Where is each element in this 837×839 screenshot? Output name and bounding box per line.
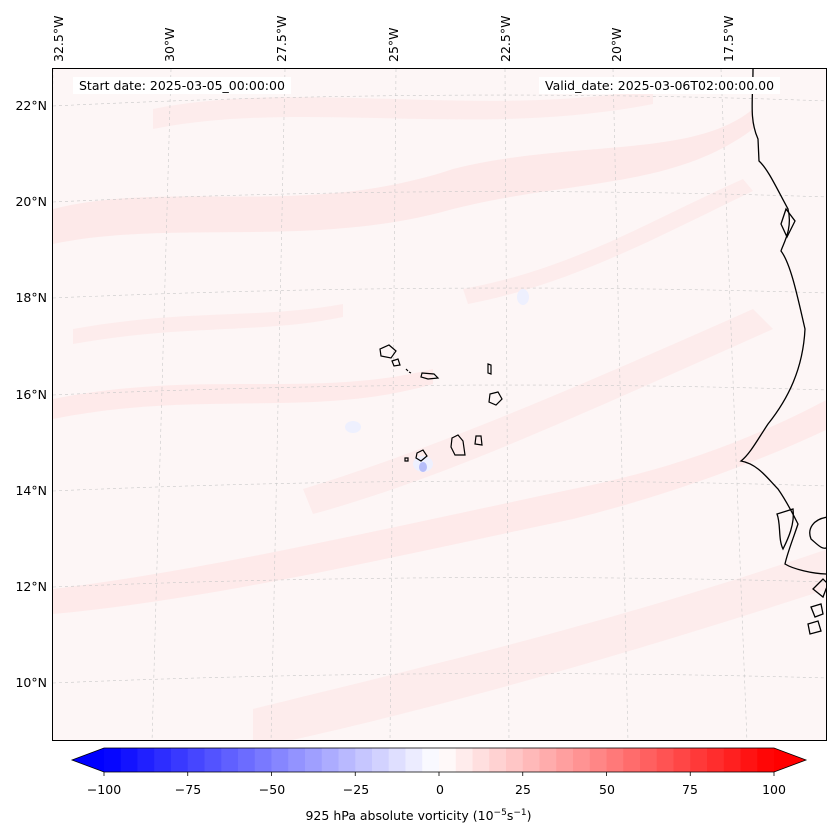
- colorbar-segment: [187, 748, 205, 772]
- colorbar-segment: [254, 748, 272, 772]
- lon-label-25w: 25°W: [386, 27, 401, 62]
- colorbar-segment: [690, 748, 708, 772]
- colorbar-segment: [388, 748, 406, 772]
- vorticity-minimum: [419, 462, 427, 472]
- colorbar-segment: [355, 748, 373, 772]
- colorbar-segment: [472, 748, 490, 772]
- lat-label-18n: 18°N: [15, 290, 47, 305]
- colorbar-segment: [539, 748, 557, 772]
- colorbar-segment: [556, 748, 574, 772]
- map-canvas: [53, 69, 826, 740]
- colorbar-segment: [489, 748, 507, 772]
- colorbar-segment: [589, 748, 607, 772]
- colorbar-tick-neg75: −75: [174, 782, 202, 797]
- colorbar-segment: [673, 748, 691, 772]
- colorbar-segment: [405, 748, 423, 772]
- colorbar-segment: [522, 748, 540, 772]
- colorbar: [70, 747, 808, 776]
- colorbar-segment: [321, 748, 339, 772]
- lon-label-27-5w: 27.5°W: [274, 15, 289, 62]
- colorbar-segment: [137, 748, 155, 772]
- colorbar-segment: [455, 748, 473, 772]
- lon-label-22-5w: 22.5°W: [498, 15, 513, 62]
- lat-label-20n: 20°N: [15, 194, 47, 209]
- lon-label-20w: 20°W: [609, 27, 624, 62]
- colorbar-extend-low: [72, 748, 104, 772]
- colorbar-segment: [305, 748, 323, 772]
- colorbar-segment: [372, 748, 390, 772]
- colorbar-segment: [573, 748, 591, 772]
- colorbar-segment: [338, 748, 356, 772]
- valid-date-label: Valid_date: 2025-03-06T02:00:00.00: [539, 77, 781, 94]
- colorbar-segment: [104, 748, 122, 772]
- colorbar-segment: [154, 748, 172, 772]
- lon-label-17-5w: 17.5°W: [721, 15, 736, 62]
- colorbar-segment: [623, 748, 641, 772]
- lon-label-32-5w: 32.5°W: [51, 15, 66, 62]
- colorbar-segment: [204, 748, 222, 772]
- vorticity-map: [52, 68, 827, 741]
- lat-label-16n: 16°N: [15, 387, 47, 402]
- lat-label-12n: 12°N: [15, 579, 47, 594]
- vorticity-field: [53, 89, 826, 740]
- colorbar-segment: [506, 748, 524, 772]
- colorbar-segment: [221, 748, 239, 772]
- coastline-africa: [739, 69, 826, 635]
- colorbar-segment: [238, 748, 256, 772]
- colorbar-label: 925 hPa absolute vorticity (10−5s−1): [305, 808, 532, 824]
- colorbar-tick-neg25: −25: [342, 782, 370, 797]
- lat-label-22n: 22°N: [15, 98, 47, 113]
- cape-verde-islands: [379, 344, 503, 462]
- colorbar-tick-neg100: −100: [86, 782, 122, 797]
- colorbar-segment: [707, 748, 725, 772]
- graticule: [53, 69, 826, 740]
- colorbar-segment: [656, 748, 674, 772]
- colorbar-tick-100: 100: [762, 782, 786, 797]
- colorbar-segment: [740, 748, 758, 772]
- colorbar-extend-high: [774, 748, 806, 772]
- colorbar-segment: [606, 748, 624, 772]
- vorticity-negative: [345, 289, 529, 472]
- colorbar-segment: [422, 748, 440, 772]
- start-date-label: Start date: 2025-03-05_00:00:00: [73, 77, 291, 94]
- colorbar-tick-50: 50: [599, 782, 615, 797]
- colorbar-segment: [757, 748, 775, 772]
- colorbar-tick-75: 75: [682, 782, 698, 797]
- colorbar-tick-0: 0: [436, 782, 444, 797]
- lat-label-14n: 14°N: [15, 483, 47, 498]
- colorbar-tick-25: 25: [515, 782, 531, 797]
- lat-label-10n: 10°N: [15, 675, 47, 690]
- colorbar-segment: [288, 748, 306, 772]
- colorbar-segment: [640, 748, 658, 772]
- lon-label-30w: 30°W: [162, 27, 177, 62]
- colorbar-segment: [723, 748, 741, 772]
- colorbar-segment: [171, 748, 189, 772]
- colorbar-segment: [439, 748, 457, 772]
- colorbar-segment: [120, 748, 138, 772]
- colorbar-tick-neg50: −50: [258, 782, 286, 797]
- colorbar-segment: [271, 748, 289, 772]
